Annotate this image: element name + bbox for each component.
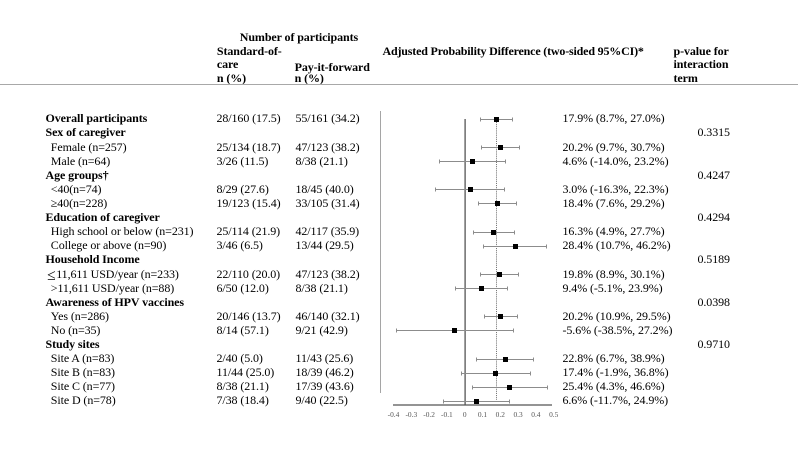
svg-text:-0.4: -0.4 bbox=[388, 410, 400, 419]
svg-text:0.4: 0.4 bbox=[531, 410, 541, 419]
svg-text:-0.1: -0.1 bbox=[441, 410, 453, 419]
svg-text:0.3: 0.3 bbox=[513, 410, 523, 419]
svg-text:0.1: 0.1 bbox=[478, 410, 488, 419]
svg-text:-0.3: -0.3 bbox=[405, 410, 417, 419]
svg-text:-0.2: -0.2 bbox=[423, 410, 435, 419]
svg-text:0.2: 0.2 bbox=[496, 410, 506, 419]
svg-text:0: 0 bbox=[463, 410, 467, 419]
svg-text:0.5: 0.5 bbox=[549, 410, 559, 419]
